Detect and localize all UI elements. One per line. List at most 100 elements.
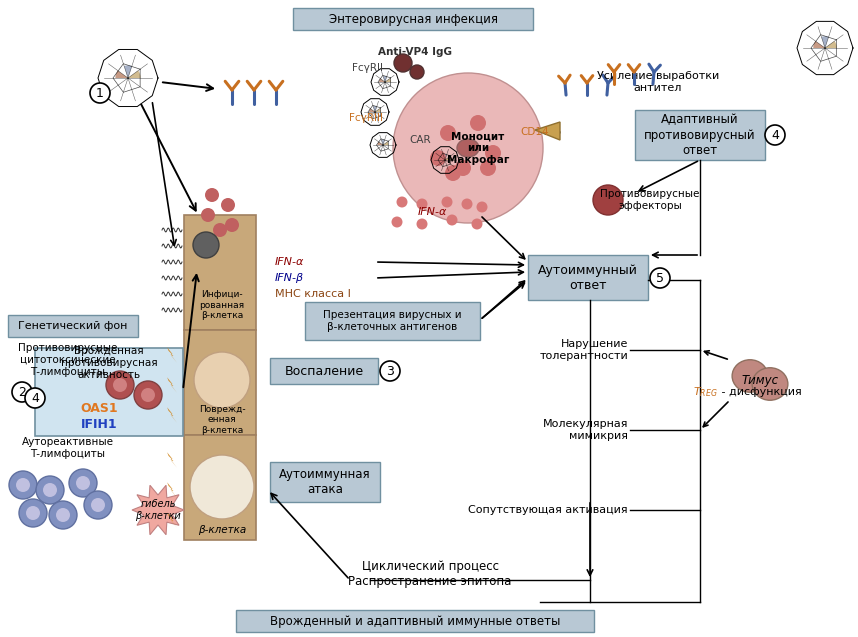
Circle shape <box>16 478 30 492</box>
Circle shape <box>201 208 215 222</box>
Wedge shape <box>385 78 391 82</box>
Circle shape <box>213 223 227 237</box>
Circle shape <box>446 215 457 225</box>
Circle shape <box>430 150 446 166</box>
Polygon shape <box>132 485 184 534</box>
Circle shape <box>205 188 219 202</box>
Circle shape <box>485 145 501 161</box>
FancyBboxPatch shape <box>236 610 594 632</box>
Circle shape <box>416 199 427 210</box>
Circle shape <box>9 471 37 499</box>
Text: гибель
β-клетки: гибель β-клетки <box>135 499 181 521</box>
Text: 4: 4 <box>31 392 39 404</box>
Wedge shape <box>445 157 451 160</box>
Circle shape <box>410 65 424 79</box>
Text: Сопутствующая активация: Сопутствующая активация <box>468 505 628 515</box>
Circle shape <box>193 232 219 258</box>
Wedge shape <box>124 66 132 78</box>
Circle shape <box>90 83 110 103</box>
Wedge shape <box>439 157 445 160</box>
Circle shape <box>445 165 461 181</box>
Text: Нарушение
толерантности: Нарушение толерантности <box>539 339 628 361</box>
Circle shape <box>650 268 670 288</box>
Text: Усиление выработки
антител: Усиление выработки антител <box>597 71 719 93</box>
Circle shape <box>141 388 155 402</box>
Circle shape <box>194 352 250 408</box>
FancyBboxPatch shape <box>528 255 648 300</box>
Text: Аутоиммунная
атака: Аутоиммунная атака <box>279 468 371 496</box>
Text: Генетический фон: Генетический фон <box>18 321 128 331</box>
Text: FcγRIII: FcγRIII <box>349 113 383 123</box>
Polygon shape <box>167 482 177 497</box>
Wedge shape <box>444 154 447 160</box>
Polygon shape <box>167 452 177 468</box>
Text: IFN-α: IFN-α <box>417 207 447 217</box>
Text: Циклический процесс
Распространение эпитопа: Циклический процесс Распространение эпит… <box>348 560 511 588</box>
Wedge shape <box>369 108 375 112</box>
Text: $T_{REG}$: $T_{REG}$ <box>693 385 718 399</box>
Wedge shape <box>375 108 381 112</box>
Text: Тимус: Тимус <box>741 373 778 387</box>
Circle shape <box>36 476 64 504</box>
Wedge shape <box>383 142 389 145</box>
Wedge shape <box>115 71 128 78</box>
Text: Противовирусные
эффекторы: Противовирусные эффекторы <box>601 189 699 211</box>
FancyBboxPatch shape <box>184 330 256 435</box>
Circle shape <box>394 54 412 72</box>
Polygon shape <box>535 122 560 140</box>
Text: CD14: CD14 <box>521 127 549 137</box>
Wedge shape <box>821 36 829 48</box>
Circle shape <box>25 388 45 408</box>
Text: 5: 5 <box>656 271 664 285</box>
Polygon shape <box>167 407 177 423</box>
Wedge shape <box>379 78 385 82</box>
Circle shape <box>84 491 112 519</box>
Text: Anti-VP4 IgG: Anti-VP4 IgG <box>378 47 452 57</box>
Text: MHC класса I: MHC класса I <box>275 289 351 299</box>
Text: Воспаление: Воспаление <box>285 364 364 378</box>
Circle shape <box>455 160 471 176</box>
FancyBboxPatch shape <box>35 348 183 436</box>
FancyBboxPatch shape <box>270 358 378 384</box>
Circle shape <box>190 455 254 519</box>
Circle shape <box>462 199 473 210</box>
Text: 4: 4 <box>771 129 779 141</box>
Text: Адаптивный
противовирусный
ответ: Адаптивный противовирусный ответ <box>644 113 756 157</box>
Wedge shape <box>381 140 384 145</box>
Polygon shape <box>167 512 177 527</box>
Wedge shape <box>128 71 141 78</box>
Circle shape <box>442 196 452 208</box>
FancyBboxPatch shape <box>305 302 480 340</box>
Text: IFIH1: IFIH1 <box>81 417 118 431</box>
Text: Аутоиммунный
ответ: Аутоиммунный ответ <box>538 264 638 292</box>
Wedge shape <box>378 142 383 145</box>
Text: OAS1: OAS1 <box>80 401 118 415</box>
Circle shape <box>12 382 32 402</box>
Text: Инфици-
рованная
β-клетка: Инфици- рованная β-клетка <box>199 290 245 320</box>
Polygon shape <box>167 347 177 362</box>
Text: IFN-β: IFN-β <box>275 273 304 283</box>
Circle shape <box>480 160 496 176</box>
Text: Врожденный и адаптивный иммунные ответы: Врожденный и адаптивный иммунные ответы <box>269 615 560 627</box>
Text: Аутореактивные
Т-лимфоциты: Аутореактивные Т-лимфоциты <box>22 437 114 459</box>
Text: IFN-α: IFN-α <box>275 257 305 267</box>
Circle shape <box>416 218 427 229</box>
Text: 2: 2 <box>18 385 26 399</box>
Circle shape <box>221 198 235 212</box>
Circle shape <box>440 125 456 141</box>
Polygon shape <box>167 377 177 392</box>
Text: Врожденная
противовирусная
активность: Врожденная противовирусная активность <box>61 347 157 380</box>
FancyBboxPatch shape <box>270 462 380 502</box>
FancyBboxPatch shape <box>184 215 256 330</box>
Circle shape <box>43 483 57 497</box>
Text: 1: 1 <box>96 87 104 99</box>
Circle shape <box>91 498 105 512</box>
Circle shape <box>396 196 408 208</box>
Text: CAR: CAR <box>409 135 431 145</box>
Circle shape <box>106 371 134 399</box>
Circle shape <box>472 218 482 229</box>
Text: Поврежд-
енная
β-клетка: Поврежд- енная β-клетка <box>199 405 245 435</box>
Circle shape <box>49 501 77 529</box>
Circle shape <box>113 378 127 392</box>
Text: Молекулярная
мимикрия: Молекулярная мимикрия <box>542 419 628 441</box>
